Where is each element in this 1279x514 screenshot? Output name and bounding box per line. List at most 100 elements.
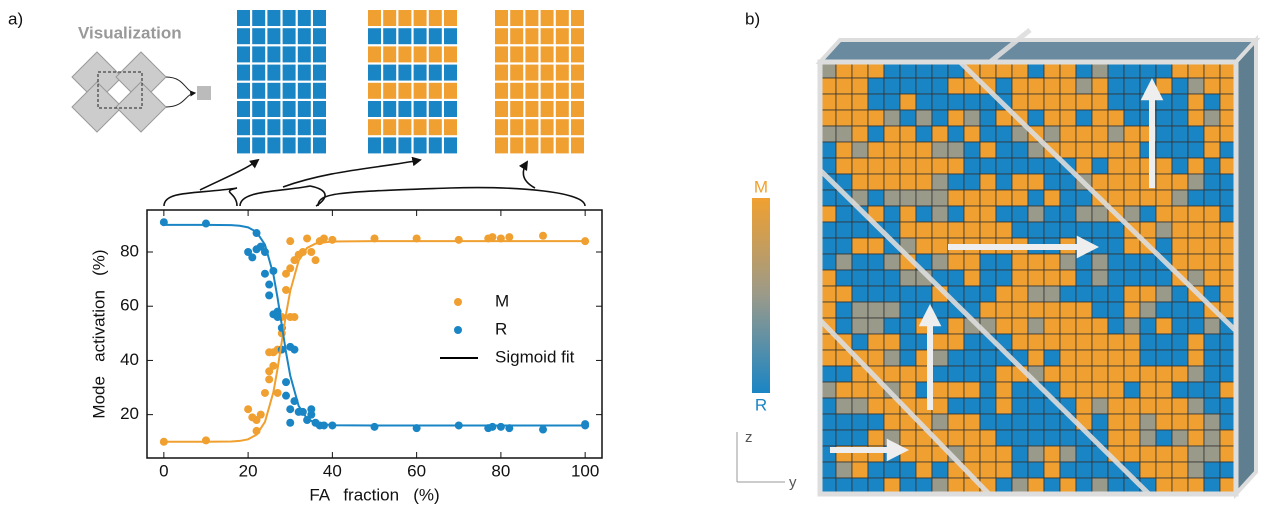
cube-cell xyxy=(1012,254,1028,270)
cube-top xyxy=(820,40,1256,62)
cube-cell xyxy=(964,430,980,446)
grid-cell xyxy=(368,101,381,117)
cube-cell xyxy=(1204,318,1220,334)
cube-cell xyxy=(1172,382,1188,398)
cube-cell xyxy=(1092,254,1108,270)
cube-cell xyxy=(1156,158,1172,174)
cube-cell xyxy=(1124,206,1140,222)
grid-cell xyxy=(510,65,523,81)
grid-cell xyxy=(429,137,442,153)
data-point xyxy=(303,234,311,242)
grid-cell xyxy=(313,119,326,135)
cube-cell xyxy=(1092,222,1108,238)
grid-cell xyxy=(398,101,411,117)
cube-cell xyxy=(884,414,900,430)
cube-cell xyxy=(900,382,916,398)
grid-cell xyxy=(525,28,538,44)
data-point xyxy=(269,362,277,370)
grid-cell xyxy=(313,83,326,99)
cube-cell xyxy=(1092,78,1108,94)
cube-cell xyxy=(836,414,852,430)
cube-cell xyxy=(932,350,948,366)
grid-cell xyxy=(541,65,554,81)
cube-cell xyxy=(884,174,900,190)
cube-side xyxy=(1236,40,1256,494)
cube-cell xyxy=(1204,430,1220,446)
data-point xyxy=(282,286,290,294)
cube-cell xyxy=(996,366,1012,382)
grid-cell xyxy=(444,65,457,81)
cube-cell xyxy=(1172,94,1188,110)
cube-cell xyxy=(868,414,884,430)
cube-cell xyxy=(884,270,900,286)
grid-cell xyxy=(267,46,280,62)
cube-cell xyxy=(964,366,980,382)
cube-cell xyxy=(1156,238,1172,254)
cube-cell xyxy=(1204,110,1220,126)
cube-cell xyxy=(932,174,948,190)
grid-cell xyxy=(525,65,538,81)
cube-cell xyxy=(916,446,932,462)
cube-cell xyxy=(900,126,916,142)
cube-cell xyxy=(1124,302,1140,318)
grid-cell xyxy=(237,28,250,44)
grid-cell xyxy=(267,137,280,153)
cube-cell xyxy=(884,142,900,158)
cube-cell xyxy=(836,158,852,174)
cube-cell xyxy=(868,430,884,446)
grid-cell xyxy=(495,83,508,99)
cube-cell xyxy=(980,286,996,302)
grid-cell xyxy=(571,10,584,26)
grid-cell xyxy=(556,28,569,44)
cube-cell xyxy=(1124,270,1140,286)
x-tick-label: 0 xyxy=(159,461,168,480)
cube-cell xyxy=(1028,302,1044,318)
y-tick-label: 80 xyxy=(120,241,139,260)
cube-cell xyxy=(1124,126,1140,142)
grid-cell xyxy=(495,119,508,135)
cube-cell xyxy=(1156,446,1172,462)
grid-cell xyxy=(510,119,523,135)
data-point xyxy=(488,233,496,241)
cube-cell xyxy=(948,110,964,126)
grid-cell xyxy=(556,83,569,99)
grid-cell xyxy=(398,28,411,44)
grid-cell xyxy=(525,137,538,153)
cube-cell xyxy=(932,78,948,94)
cube-cell xyxy=(916,142,932,158)
cube-cell xyxy=(868,350,884,366)
grid-cell xyxy=(237,119,250,135)
cube-cell xyxy=(1012,462,1028,478)
cube-cell xyxy=(836,462,852,478)
data-point xyxy=(244,405,252,413)
grid-cell xyxy=(313,46,326,62)
panel-label: b) xyxy=(745,9,760,28)
cube-cell xyxy=(948,94,964,110)
grid-cell xyxy=(368,28,381,44)
cube-cell xyxy=(1060,350,1076,366)
cube-cell xyxy=(1028,174,1044,190)
cube-cell xyxy=(1124,190,1140,206)
grid-cell xyxy=(541,137,554,153)
cube-cell xyxy=(1188,206,1204,222)
braces xyxy=(164,160,585,206)
cube-cell xyxy=(1188,94,1204,110)
cube-cell xyxy=(852,78,868,94)
cube-cell xyxy=(996,398,1012,414)
cube-cell xyxy=(932,414,948,430)
cube-cell xyxy=(852,110,868,126)
cube-cell xyxy=(1140,430,1156,446)
cube-cell xyxy=(948,398,964,414)
cube-cell xyxy=(1092,94,1108,110)
grid-cell xyxy=(313,10,326,26)
cube-cell xyxy=(1044,430,1060,446)
grid-cell xyxy=(298,101,311,117)
cube-cell xyxy=(964,270,980,286)
visualization-label: Visualization xyxy=(78,23,182,42)
data-point xyxy=(290,313,298,321)
cube-cell xyxy=(852,302,868,318)
grid-cell xyxy=(510,137,523,153)
cube-cell xyxy=(932,142,948,158)
axis-indicator-label: y xyxy=(789,474,797,491)
cube-cell xyxy=(996,462,1012,478)
